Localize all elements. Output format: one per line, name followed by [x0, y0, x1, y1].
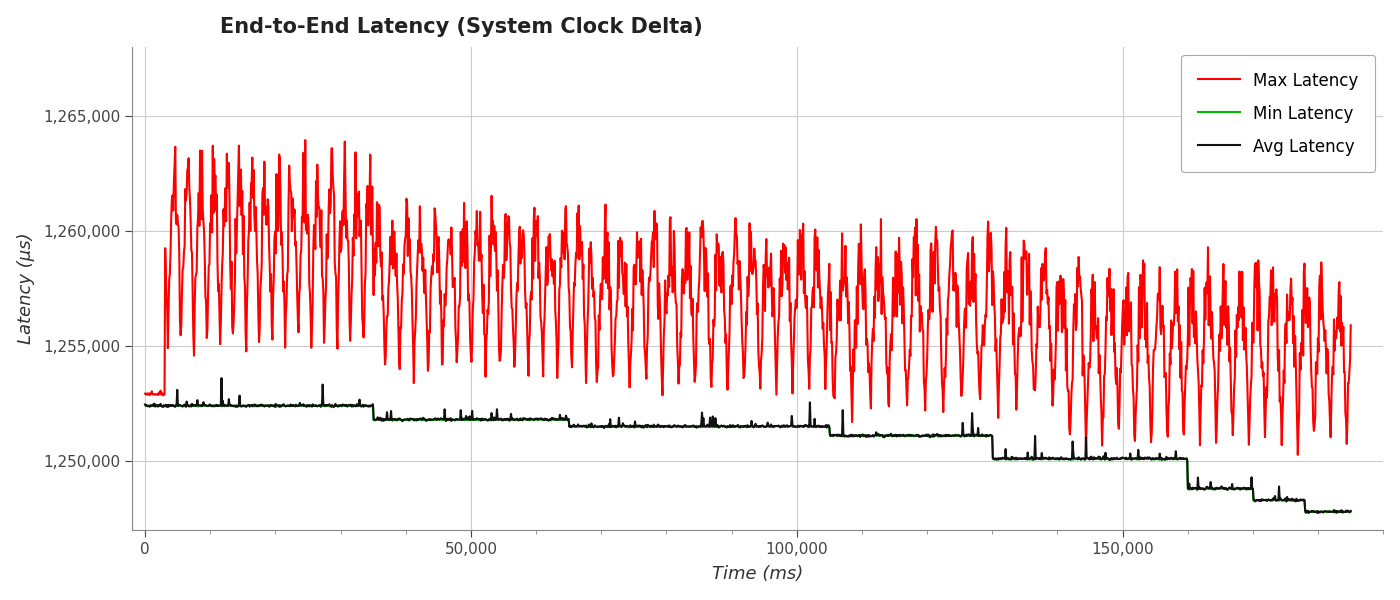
Avg Latency	[206, 403, 223, 410]
Legend: Max Latency, Min Latency, Avg Latency: Max Latency, Min Latency, Avg Latency	[1182, 55, 1375, 172]
Max Latency	[137, 390, 154, 397]
Y-axis label: Latency (µs): Latency (µs)	[17, 233, 35, 344]
Min Latency	[960, 432, 977, 439]
Min Latency	[349, 401, 365, 408]
Min Latency	[206, 403, 223, 410]
Avg Latency	[588, 423, 605, 430]
Avg Latency	[1343, 508, 1359, 515]
Avg Latency	[213, 374, 230, 382]
Min Latency	[588, 423, 605, 430]
Min Latency	[395, 417, 412, 424]
Avg Latency	[137, 401, 154, 408]
Max Latency	[297, 136, 314, 143]
Avg Latency	[629, 422, 645, 429]
Line: Avg Latency: Avg Latency	[146, 378, 1351, 513]
Max Latency	[395, 260, 412, 268]
Min Latency	[1301, 509, 1317, 517]
Line: Max Latency: Max Latency	[146, 140, 1351, 455]
Text: End-to-End Latency (System Clock Delta): End-to-End Latency (System Clock Delta)	[220, 17, 703, 37]
Min Latency	[137, 401, 154, 409]
Max Latency	[960, 300, 977, 307]
Min Latency	[636, 424, 652, 431]
Avg Latency	[395, 416, 412, 424]
Line: Min Latency: Min Latency	[146, 404, 1351, 513]
Avg Latency	[1301, 509, 1317, 517]
Max Latency	[206, 155, 223, 163]
Max Latency	[1343, 322, 1359, 329]
Max Latency	[1289, 451, 1306, 458]
Max Latency	[588, 379, 605, 386]
Avg Latency	[636, 424, 652, 431]
Min Latency	[629, 422, 645, 430]
Max Latency	[629, 254, 645, 261]
Max Latency	[636, 302, 652, 310]
X-axis label: Time (ms): Time (ms)	[713, 565, 804, 583]
Min Latency	[1343, 508, 1359, 515]
Avg Latency	[960, 431, 977, 438]
